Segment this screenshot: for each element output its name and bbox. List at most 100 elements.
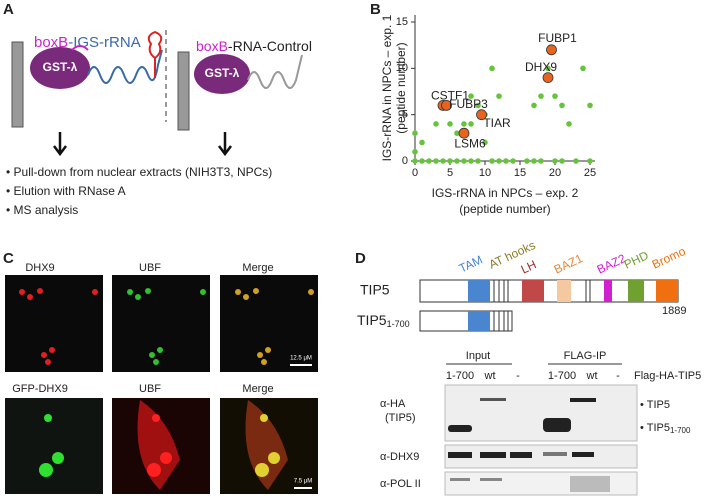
point xyxy=(559,158,565,164)
rna-name: -RNA-Control xyxy=(228,38,312,54)
nuclei xyxy=(39,414,64,477)
group-label: FLAG-IP xyxy=(564,350,607,362)
x-axis-label: (peptide number) xyxy=(459,202,550,216)
y-tick-label: 10 xyxy=(396,62,408,74)
panel-label: D xyxy=(355,250,366,267)
point xyxy=(412,148,418,155)
scale-label: 12.5 μM xyxy=(290,356,312,362)
step-text: MS analysis xyxy=(14,203,79,217)
point xyxy=(447,158,453,164)
domain-label: LH xyxy=(519,257,539,276)
rna-name: -IGS-rRNA xyxy=(68,34,141,51)
group-label: Input xyxy=(466,350,490,362)
nuclei xyxy=(235,288,314,365)
lane-label: wt xyxy=(484,370,496,382)
point xyxy=(496,93,502,99)
point xyxy=(531,102,537,109)
point xyxy=(475,102,481,109)
lane-label: 1-700 xyxy=(548,370,576,382)
nuclei xyxy=(147,414,172,477)
point xyxy=(440,158,446,164)
panel-label: A xyxy=(3,1,14,18)
bands xyxy=(448,398,610,492)
point xyxy=(538,158,544,164)
domain-label: BAZ1 xyxy=(552,251,585,277)
micrographs xyxy=(5,275,318,494)
length-label: 1889 xyxy=(662,305,686,317)
domain-tam xyxy=(468,311,490,331)
x-tick-label: 25 xyxy=(584,167,596,179)
lane-label: - xyxy=(616,370,620,382)
protein-label: GST-λ xyxy=(43,60,78,74)
point xyxy=(531,158,537,164)
point xyxy=(510,158,516,164)
domain-bromo xyxy=(656,280,678,302)
domain-label: Bromo xyxy=(650,244,688,272)
point-label: TIAR xyxy=(483,116,511,130)
antibody-label: α-DHX9 xyxy=(380,451,419,463)
point xyxy=(468,121,474,127)
image xyxy=(5,398,103,494)
point xyxy=(538,93,544,99)
construct-label: boxB-IGS-rRNA xyxy=(34,34,141,51)
y-tick-label: 0 xyxy=(402,155,408,167)
panel-label: C xyxy=(3,250,14,267)
name: TIP5 xyxy=(647,399,670,411)
point xyxy=(489,158,495,164)
point xyxy=(545,65,551,72)
point xyxy=(559,102,565,109)
highlighted-point xyxy=(546,44,557,56)
point xyxy=(412,130,418,136)
band-label: • TIP51-700 xyxy=(640,422,691,435)
point xyxy=(482,139,488,146)
gst-protein xyxy=(30,47,90,89)
arrows xyxy=(53,132,232,157)
domain-label: PHD xyxy=(622,248,651,272)
point xyxy=(573,158,579,164)
protein-bar xyxy=(419,310,513,332)
point xyxy=(503,158,509,164)
point xyxy=(468,93,474,99)
point-label: LSM6 xyxy=(454,136,486,150)
boxb-hairpin xyxy=(71,45,89,51)
band-label: • TIP5 xyxy=(640,399,670,411)
step: • Elution with RNase A xyxy=(6,184,126,198)
at-hooks xyxy=(493,311,509,331)
lane-label: wt xyxy=(586,370,598,382)
point xyxy=(587,158,593,164)
point xyxy=(461,158,467,164)
x-axis-label: IGS-rRNA in NPCs – exp. 2 xyxy=(432,186,579,200)
bead xyxy=(11,41,24,128)
highlighted-point xyxy=(441,100,452,111)
name: TIP5 xyxy=(357,312,387,328)
domain-lh xyxy=(522,280,544,302)
boxb: boxB xyxy=(196,38,228,54)
name: TIP5 xyxy=(647,422,670,434)
domain-baz1 xyxy=(557,280,571,302)
image xyxy=(112,275,210,372)
point xyxy=(552,93,558,99)
highlighted-point xyxy=(458,127,470,139)
point xyxy=(433,121,439,127)
domain-labels: TAM AT hooks LH BAZ1 BAZ2 PHD Bromo xyxy=(457,238,688,277)
point xyxy=(426,158,432,164)
domain-label: TAM xyxy=(457,253,485,276)
rna-strand xyxy=(247,54,303,89)
point xyxy=(496,158,502,164)
point-label: FUBP1 xyxy=(538,31,577,45)
motifs xyxy=(585,280,591,302)
protein-label: GST-λ xyxy=(205,66,240,80)
point xyxy=(447,121,453,127)
gst-protein xyxy=(194,54,250,94)
point xyxy=(524,158,530,164)
antibody-label: α-HA xyxy=(380,398,406,410)
point xyxy=(580,65,586,72)
x-tick-label: 5 xyxy=(447,167,453,179)
lane-label: 1-700 xyxy=(446,370,474,382)
point xyxy=(454,158,460,164)
x-tick-label: 10 xyxy=(479,167,491,179)
highlighted-point xyxy=(542,72,554,83)
y-axis-label: (peptide number) xyxy=(394,42,408,133)
point-label: DHX9 xyxy=(525,60,557,74)
